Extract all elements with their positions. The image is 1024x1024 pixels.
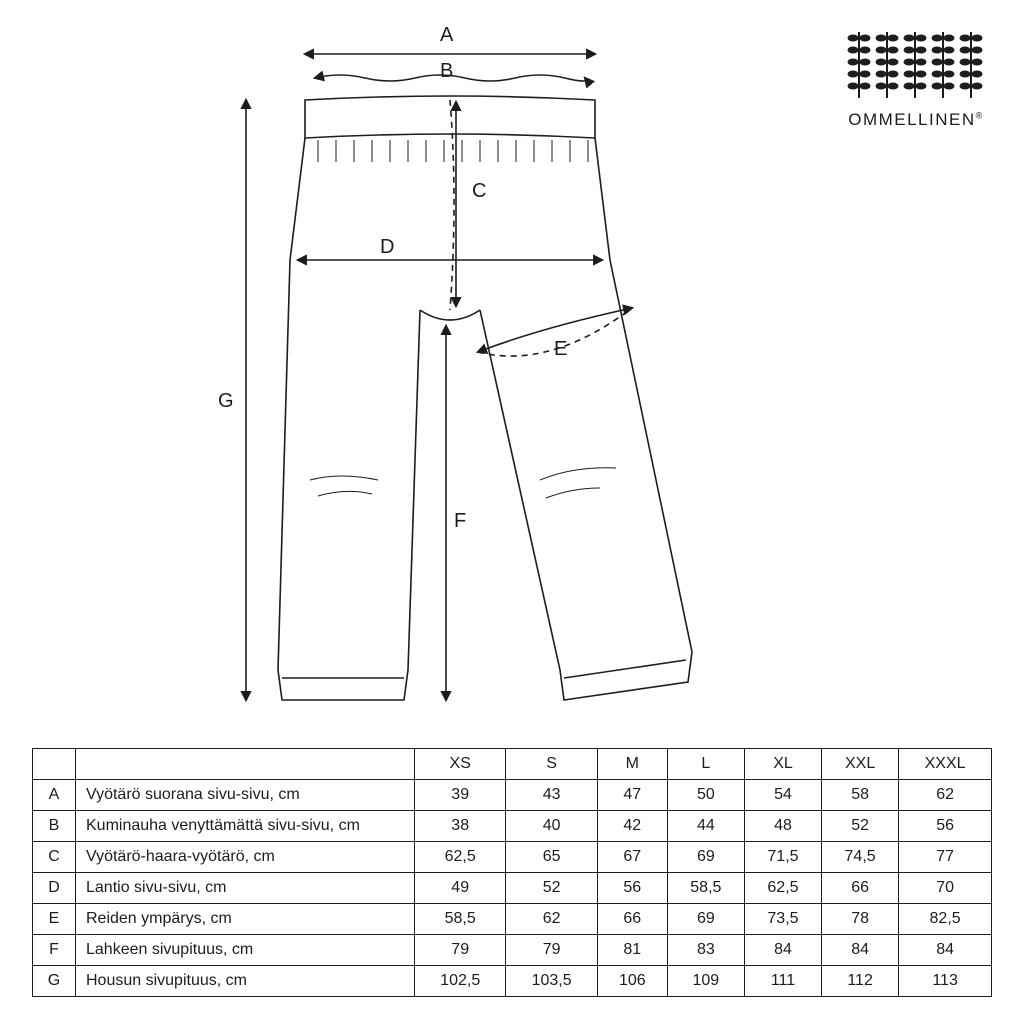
dim-label-f: F xyxy=(454,510,466,533)
measure-label: Vyötärö-haara-vyötärö, cm xyxy=(76,842,415,873)
measure-value: 56 xyxy=(899,811,992,842)
dim-label-a: A xyxy=(440,24,453,47)
measure-value: 43 xyxy=(506,780,597,811)
measure-value: 42 xyxy=(597,811,667,842)
measure-key: B xyxy=(33,811,76,842)
measure-label: Lahkeen sivupituus, cm xyxy=(76,935,415,966)
measure-value: 58,5 xyxy=(667,873,744,904)
measure-label: Housun sivupituus, cm xyxy=(76,966,415,997)
table-row: AVyötärö suorana sivu-sivu, cm3943475054… xyxy=(33,780,992,811)
measure-value: 84 xyxy=(899,935,992,966)
measure-value: 111 xyxy=(744,966,821,997)
dim-label-c: C xyxy=(472,180,486,203)
measure-value: 62,5 xyxy=(415,842,506,873)
measure-key: A xyxy=(33,780,76,811)
brand-logo: OMMELLINEN® xyxy=(846,28,986,130)
brand-name: OMMELLINEN® xyxy=(846,110,986,130)
measure-value: 78 xyxy=(822,904,899,935)
measure-label: Reiden ympärys, cm xyxy=(76,904,415,935)
measure-value: 58,5 xyxy=(415,904,506,935)
leaf-motif-icon xyxy=(846,28,986,102)
measure-value: 82,5 xyxy=(899,904,992,935)
size-table: XSSMLXLXXLXXXLAVyötärö suorana sivu-sivu… xyxy=(32,748,992,997)
measure-value: 79 xyxy=(415,935,506,966)
measure-value: 47 xyxy=(597,780,667,811)
measure-value: 113 xyxy=(899,966,992,997)
measure-value: 52 xyxy=(506,873,597,904)
dim-label-d: D xyxy=(380,236,394,259)
size-header: S xyxy=(506,749,597,780)
measure-value: 109 xyxy=(667,966,744,997)
measure-key: D xyxy=(33,873,76,904)
measure-value: 50 xyxy=(667,780,744,811)
measure-label: Vyötärö suorana sivu-sivu, cm xyxy=(76,780,415,811)
size-header: M xyxy=(597,749,667,780)
measure-key: C xyxy=(33,842,76,873)
measure-value: 67 xyxy=(597,842,667,873)
measure-value: 62 xyxy=(899,780,992,811)
measure-value: 69 xyxy=(667,904,744,935)
measure-label: Lantio sivu-sivu, cm xyxy=(76,873,415,904)
measure-key: G xyxy=(33,966,76,997)
measure-value: 84 xyxy=(822,935,899,966)
size-header: XL xyxy=(744,749,821,780)
measure-value: 74,5 xyxy=(822,842,899,873)
measure-value: 103,5 xyxy=(506,966,597,997)
measure-value: 62,5 xyxy=(744,873,821,904)
measure-value: 66 xyxy=(822,873,899,904)
measure-value: 69 xyxy=(667,842,744,873)
table-row: GHousun sivupituus, cm102,5103,510610911… xyxy=(33,966,992,997)
size-header: XS xyxy=(415,749,506,780)
measure-value: 54 xyxy=(744,780,821,811)
table-row: FLahkeen sivupituus, cm79798183848484 xyxy=(33,935,992,966)
size-header: XXL xyxy=(822,749,899,780)
measure-value: 112 xyxy=(822,966,899,997)
measure-value: 102,5 xyxy=(415,966,506,997)
table-row: BKuminauha venyttämättä sivu-sivu, cm384… xyxy=(33,811,992,842)
measure-value: 73,5 xyxy=(744,904,821,935)
measure-value: 81 xyxy=(597,935,667,966)
measure-value: 38 xyxy=(415,811,506,842)
table-row: DLantio sivu-sivu, cm49525658,562,56670 xyxy=(33,873,992,904)
measure-value: 79 xyxy=(506,935,597,966)
measure-value: 56 xyxy=(597,873,667,904)
measure-value: 106 xyxy=(597,966,667,997)
size-header: XXXL xyxy=(899,749,992,780)
measure-value: 44 xyxy=(667,811,744,842)
measure-value: 58 xyxy=(822,780,899,811)
measure-value: 66 xyxy=(597,904,667,935)
measure-value: 39 xyxy=(415,780,506,811)
measure-value: 65 xyxy=(506,842,597,873)
measure-value: 71,5 xyxy=(744,842,821,873)
dim-label-g: G xyxy=(218,390,234,413)
measure-value: 83 xyxy=(667,935,744,966)
measure-key: F xyxy=(33,935,76,966)
measure-label: Kuminauha venyttämättä sivu-sivu, cm xyxy=(76,811,415,842)
measure-value: 52 xyxy=(822,811,899,842)
measure-value: 70 xyxy=(899,873,992,904)
measure-key: E xyxy=(33,904,76,935)
table-row: EReiden ympärys, cm58,562666973,57882,5 xyxy=(33,904,992,935)
size-header: L xyxy=(667,749,744,780)
pants-diagram: A B C D E F G xyxy=(140,10,760,730)
dim-label-e: E xyxy=(554,338,567,361)
measure-value: 40 xyxy=(506,811,597,842)
measure-value: 77 xyxy=(899,842,992,873)
table-row: CVyötärö-haara-vyötärö, cm62,565676971,5… xyxy=(33,842,992,873)
dim-label-b: B xyxy=(440,60,453,83)
measure-value: 49 xyxy=(415,873,506,904)
measure-value: 48 xyxy=(744,811,821,842)
measure-value: 84 xyxy=(744,935,821,966)
measure-value: 62 xyxy=(506,904,597,935)
